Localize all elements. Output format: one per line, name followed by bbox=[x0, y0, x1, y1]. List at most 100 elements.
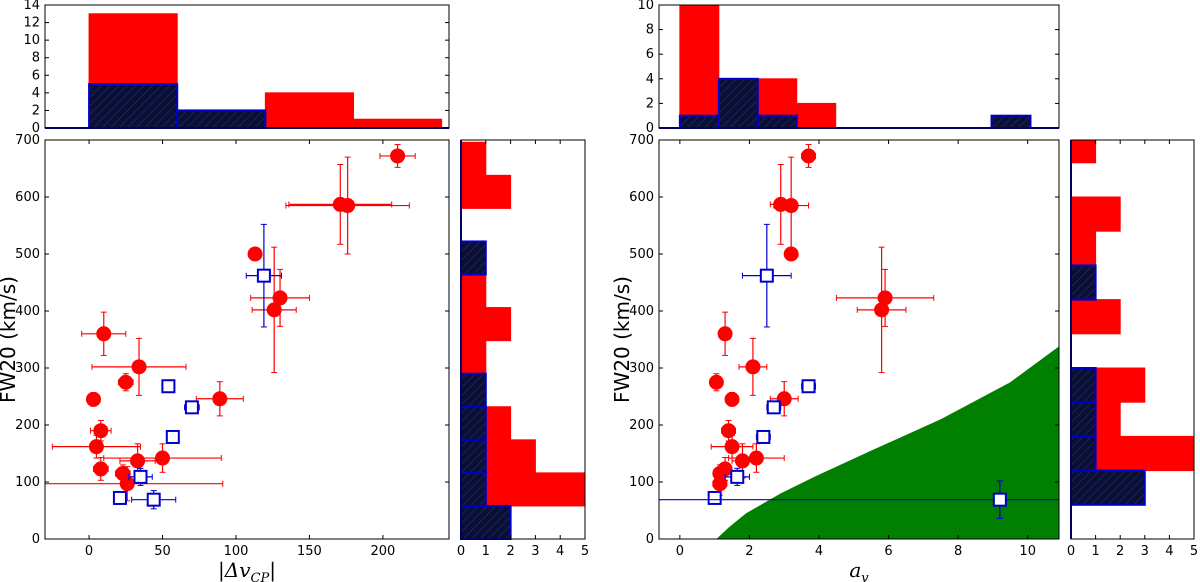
y-axis-label: FW20 (km/s) bbox=[610, 276, 634, 403]
red-hist-bar bbox=[1070, 299, 1121, 335]
x-tick-label: 2 bbox=[506, 544, 514, 559]
red-circle-marker bbox=[96, 326, 112, 342]
y-tick-label: 400 bbox=[629, 304, 654, 319]
blue-hist-bar bbox=[460, 471, 487, 507]
blue-point bbox=[245, 223, 283, 328]
x-axis-label-main: |Δv bbox=[218, 558, 251, 582]
x-tick-label: 0 bbox=[85, 544, 93, 559]
blue-square-marker bbox=[759, 268, 774, 283]
red-hist-bar bbox=[796, 102, 837, 129]
red-circle-marker bbox=[93, 423, 109, 439]
x-tick-label: 100 bbox=[224, 544, 249, 559]
red-circle-marker bbox=[85, 391, 101, 407]
blue-point bbox=[658, 480, 1060, 519]
y-tick-label: 300 bbox=[629, 361, 654, 376]
axes-frame bbox=[460, 139, 586, 540]
blue-point bbox=[184, 400, 200, 415]
blue-point bbox=[755, 429, 771, 444]
red-circle-marker bbox=[712, 476, 728, 492]
red-point bbox=[721, 419, 737, 442]
red-circle-marker bbox=[119, 476, 135, 492]
red-point bbox=[773, 156, 810, 255]
blue-hist-bar bbox=[1070, 469, 1146, 506]
blue-point bbox=[707, 490, 722, 505]
y-tick-label: 600 bbox=[15, 190, 40, 205]
x-tick-label: 2 bbox=[1116, 544, 1124, 559]
red-circle-marker bbox=[748, 450, 764, 466]
red-circle-marker bbox=[783, 198, 799, 214]
blue-square-marker bbox=[165, 429, 180, 444]
red-hist-bar bbox=[1070, 230, 1097, 266]
y-tick-label: 8 bbox=[646, 23, 654, 38]
red-point bbox=[51, 434, 141, 459]
blue-hist-bar bbox=[1070, 435, 1097, 472]
red-circle-marker bbox=[212, 391, 228, 407]
red-point bbox=[712, 471, 728, 496]
red-circle-marker bbox=[390, 148, 406, 164]
red-circle-marker bbox=[724, 391, 740, 407]
red-circle-marker bbox=[734, 453, 750, 469]
red-point bbox=[247, 246, 263, 262]
y-tick-label: 12 bbox=[23, 16, 40, 31]
red-circle-marker bbox=[247, 246, 263, 262]
blue-point bbox=[128, 467, 153, 486]
red-point bbox=[285, 156, 410, 255]
red-point bbox=[195, 381, 244, 417]
blue-hist-bar bbox=[88, 83, 179, 129]
x-tick-label: 5 bbox=[581, 544, 589, 559]
hist_fw_right-panel: 0 1 2 3 4 5 bbox=[1067, 139, 1198, 559]
red-circle-marker bbox=[130, 453, 146, 469]
red-point bbox=[81, 311, 127, 356]
blue-hist-bar bbox=[460, 240, 487, 276]
y-tick-label: 10 bbox=[637, 0, 654, 13]
red-point bbox=[717, 311, 733, 356]
red-point bbox=[379, 144, 416, 168]
blue-point bbox=[801, 379, 817, 394]
x-tick-label: 3 bbox=[531, 544, 539, 559]
blue-point bbox=[165, 429, 180, 444]
blue-square-marker bbox=[184, 400, 199, 415]
x-tick-label: 0 bbox=[1067, 544, 1075, 559]
hist_dv-panel: 0 2 4 6 8 10 12 14 bbox=[23, 0, 450, 136]
y-tick-label: 700 bbox=[15, 133, 40, 148]
axes-frame bbox=[658, 4, 1060, 129]
y-tick-label: 200 bbox=[629, 418, 654, 433]
red-circle-marker bbox=[340, 198, 356, 214]
blue-hist-bar bbox=[176, 109, 267, 130]
y-tick-label: 0 bbox=[32, 532, 40, 547]
red-point bbox=[91, 337, 187, 396]
red-circle-marker bbox=[717, 326, 733, 342]
y-tick-label: 6 bbox=[646, 47, 654, 62]
red-hist-bar bbox=[1070, 139, 1097, 164]
blue-hist-bar bbox=[990, 114, 1032, 129]
red-point bbox=[90, 419, 112, 442]
red-point bbox=[92, 456, 109, 481]
x-tick-label: 4 bbox=[1165, 544, 1173, 559]
y-tick-label: 100 bbox=[629, 475, 654, 490]
y-tick-label: 10 bbox=[23, 33, 40, 48]
y-tick-label: 2 bbox=[646, 96, 654, 111]
blue-square-marker bbox=[161, 379, 176, 394]
red-circle-marker bbox=[88, 439, 104, 455]
x-axis-label: av bbox=[849, 558, 869, 582]
axes-frame bbox=[1070, 139, 1195, 540]
blue-square-marker bbox=[766, 400, 781, 415]
red-point bbox=[801, 144, 817, 168]
red-circle-marker bbox=[93, 461, 109, 477]
y-tick-label: 0 bbox=[646, 121, 654, 136]
red-circle-marker bbox=[724, 439, 740, 455]
red-point bbox=[85, 391, 101, 407]
blue-hist-bar bbox=[1070, 264, 1097, 301]
blue-hist-bar bbox=[717, 77, 759, 130]
y-tick-label: 700 bbox=[629, 133, 654, 148]
blue-square-marker bbox=[133, 469, 148, 484]
x-tick-label: 1 bbox=[1091, 544, 1099, 559]
x-tick-label: 4 bbox=[815, 544, 823, 559]
x-tick-label: 2 bbox=[745, 544, 753, 559]
red-hist-bar bbox=[460, 141, 487, 176]
axes-frame bbox=[658, 139, 1060, 540]
blue-square-marker bbox=[112, 490, 127, 505]
red-hist-bar bbox=[460, 174, 512, 209]
